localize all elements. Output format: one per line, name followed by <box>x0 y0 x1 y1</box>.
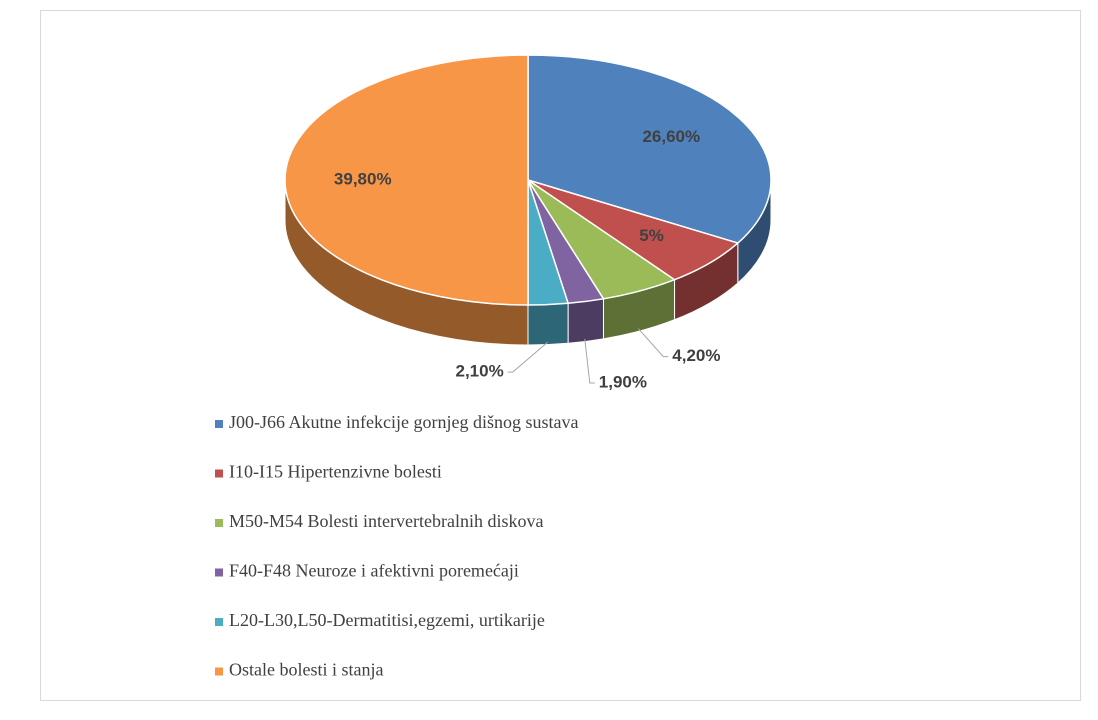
legend-swatch <box>215 667 223 676</box>
data-label: 2,10% <box>456 362 504 381</box>
legend-swatch <box>215 568 223 577</box>
leader-line <box>637 328 669 358</box>
data-label: 39,80% <box>334 169 392 188</box>
legend-label: M50-M54 Bolesti intervertebralnih diskov… <box>229 511 543 531</box>
legend-swatch <box>215 420 223 428</box>
slice-side <box>567 298 604 344</box>
legend-swatch <box>215 469 223 478</box>
legend-label: J00-J66 Akutne infekcije gornjeg dišnog … <box>229 412 578 432</box>
legend-label: Ostale bolesti i stanja <box>229 660 383 680</box>
pie-slice <box>527 54 772 244</box>
data-label: 26,60% <box>642 127 700 146</box>
legend-label: I10-I15 Hipertenzivne bolesti <box>229 462 442 482</box>
legend-swatch <box>215 519 223 527</box>
leader-line <box>584 338 595 384</box>
legend-swatch <box>215 618 223 626</box>
legend-label: F40-F48 Neuroze i afektivni poremećaji <box>229 561 519 581</box>
pie-slice <box>284 54 529 306</box>
slice-side <box>527 302 569 346</box>
legend-label: L20-L30,L50-Dermatitisi,egzemi, urtikari… <box>229 610 545 630</box>
data-label: 4,20% <box>672 346 720 365</box>
leader-line <box>507 341 549 373</box>
data-label: 5% <box>639 226 664 245</box>
data-label: 1,90% <box>599 372 647 391</box>
